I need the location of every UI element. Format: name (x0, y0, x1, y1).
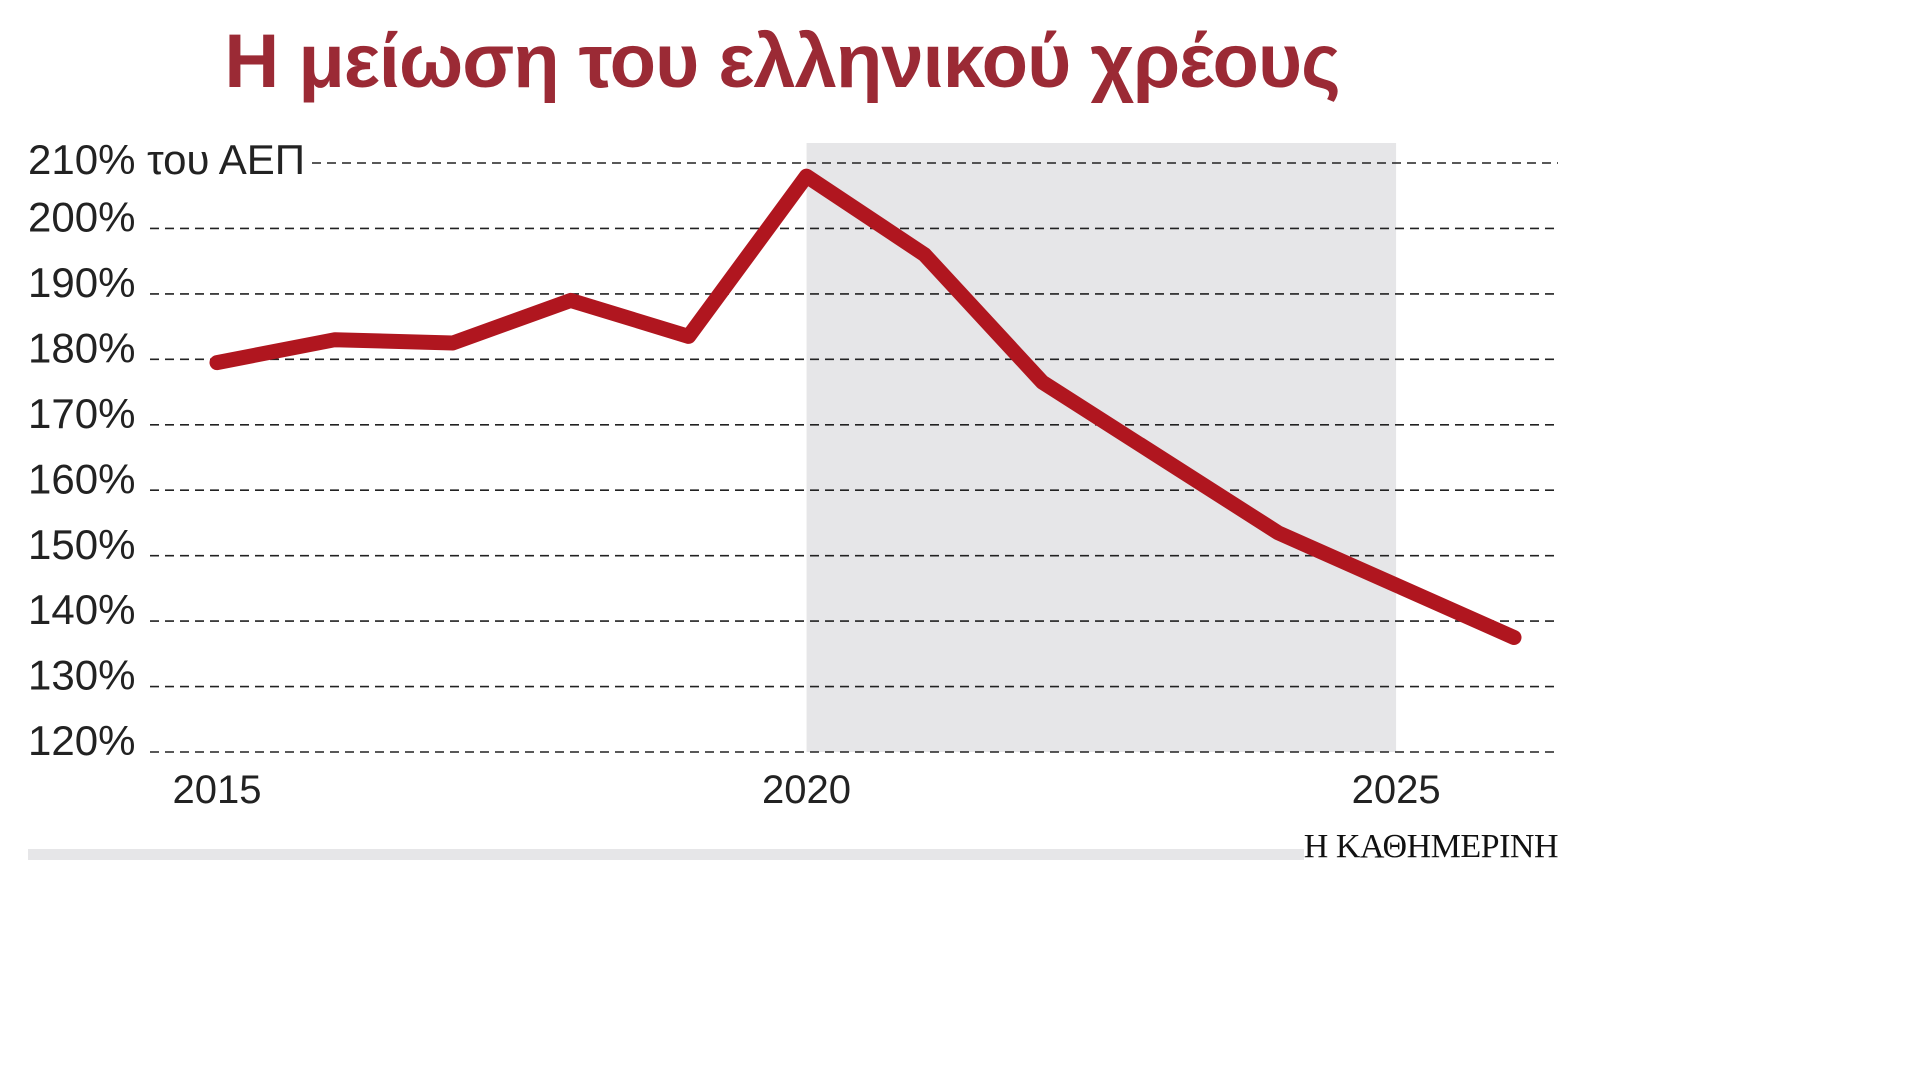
x-tick-label: 2020 (762, 768, 851, 812)
y-tick-label: 170% (28, 390, 135, 437)
x-axis-ticks: 2015 2020 2025 (173, 768, 1441, 812)
x-tick-label: 2025 (1352, 768, 1441, 812)
y-unit-label: 210% του ΑΕΠ (28, 136, 305, 183)
debt-line (209, 168, 1522, 645)
y-tick-label: 190% (28, 259, 135, 306)
publisher-logo: Η ΚΑΘΗΜΕΡΙΝΗ (1303, 828, 1559, 865)
y-tick-label: 140% (28, 586, 135, 633)
y-tick-label: 130% (28, 652, 135, 699)
chart-title: Η μείωση του ελληνικού χρέους (224, 19, 1340, 104)
line-chart: 120% 130% 140% 150% 160% 170% 180% 190% 200% 210%… (28, 136, 1558, 812)
y-axis-ticks: 120% 130% 140% 150% 160% 170% 180% 190% 200% 210%… (28, 136, 305, 764)
y-tick-label: 160% (28, 455, 135, 502)
y-tick-label: 150% (28, 521, 135, 568)
y-tick-label: 180% (28, 324, 135, 371)
y-tick-label: 120% (28, 717, 135, 764)
series-layer (209, 168, 1522, 645)
y-tick-label: 200% (28, 194, 135, 241)
x-tick-label: 2015 (173, 768, 262, 812)
footer-bar (28, 849, 1304, 860)
